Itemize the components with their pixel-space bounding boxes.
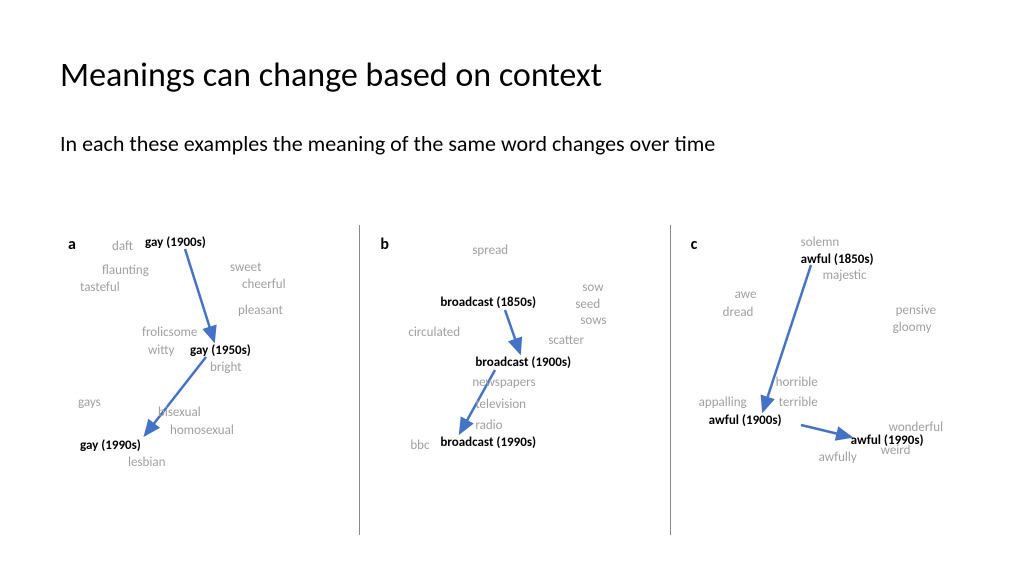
main-word: awful (1990s) [851, 433, 924, 448]
context-word: solemn [801, 235, 840, 250]
context-word: television [475, 397, 526, 412]
context-word: tasteful [80, 280, 120, 295]
page-title: Meanings can change based on context [60, 55, 602, 96]
context-word: witty [148, 343, 174, 358]
context-word: frolicsome [142, 325, 197, 340]
panel-b: b spread sow seedsows circulated scatter newsp… [359, 225, 669, 535]
panel-label: b [380, 235, 389, 254]
context-word: bisexual [158, 405, 201, 420]
context-word: cheerful [242, 277, 286, 292]
context-word: appalling [699, 395, 747, 410]
context-word: pleasant [238, 303, 283, 318]
page-subtitle: In each these examples the meaning of th… [60, 130, 910, 159]
context-word: terrible [779, 395, 818, 410]
context-word: gloomy [893, 320, 932, 335]
context-word: radio [475, 418, 502, 433]
context-word: sows [580, 313, 606, 328]
context-word: spread [472, 243, 508, 258]
panel-a: a daft flaunting tasteful sweet cheerful pleas… [50, 225, 359, 535]
context-word: circulated [408, 325, 460, 340]
context-word: horrible [776, 375, 818, 390]
main-word: awful (1900s) [709, 413, 782, 428]
context-word: flaunting [102, 263, 149, 278]
main-word: gay (1990s) [80, 438, 141, 453]
context-word: bright [210, 360, 242, 375]
main-word: broadcast (1850s) [440, 295, 536, 310]
context-word: awfully [819, 450, 857, 465]
context-word: dread [723, 305, 754, 320]
context-word: sweet [230, 260, 261, 275]
context-word: daft [112, 239, 133, 254]
main-word: broadcast (1900s) [475, 355, 571, 370]
context-word: newspapers [472, 375, 535, 390]
context-word: gays [78, 395, 101, 410]
context-word: homosexual [170, 423, 234, 438]
context-word: sow [582, 280, 603, 295]
context-word: lesbian [128, 455, 165, 470]
context-word: scatter [548, 333, 584, 348]
context-word: bbc [410, 438, 429, 453]
context-word: seed [575, 297, 600, 312]
context-word: pensive [896, 303, 936, 318]
context-word: awe [735, 287, 757, 302]
panel-label: a [68, 235, 76, 254]
main-word: broadcast (1990s) [440, 435, 536, 450]
panel-c: c solemn majestic awe dread pensive gloomy horr… [670, 225, 980, 535]
panel-label: c [691, 235, 698, 254]
main-word: awful (1850s) [801, 252, 874, 267]
main-word: gay (1900s) [145, 235, 206, 250]
main-word: gay (1950s) [190, 343, 251, 358]
context-word: majestic [823, 268, 867, 283]
diagram-panels: a daft flaunting tasteful sweet cheerful pleas… [50, 225, 980, 535]
